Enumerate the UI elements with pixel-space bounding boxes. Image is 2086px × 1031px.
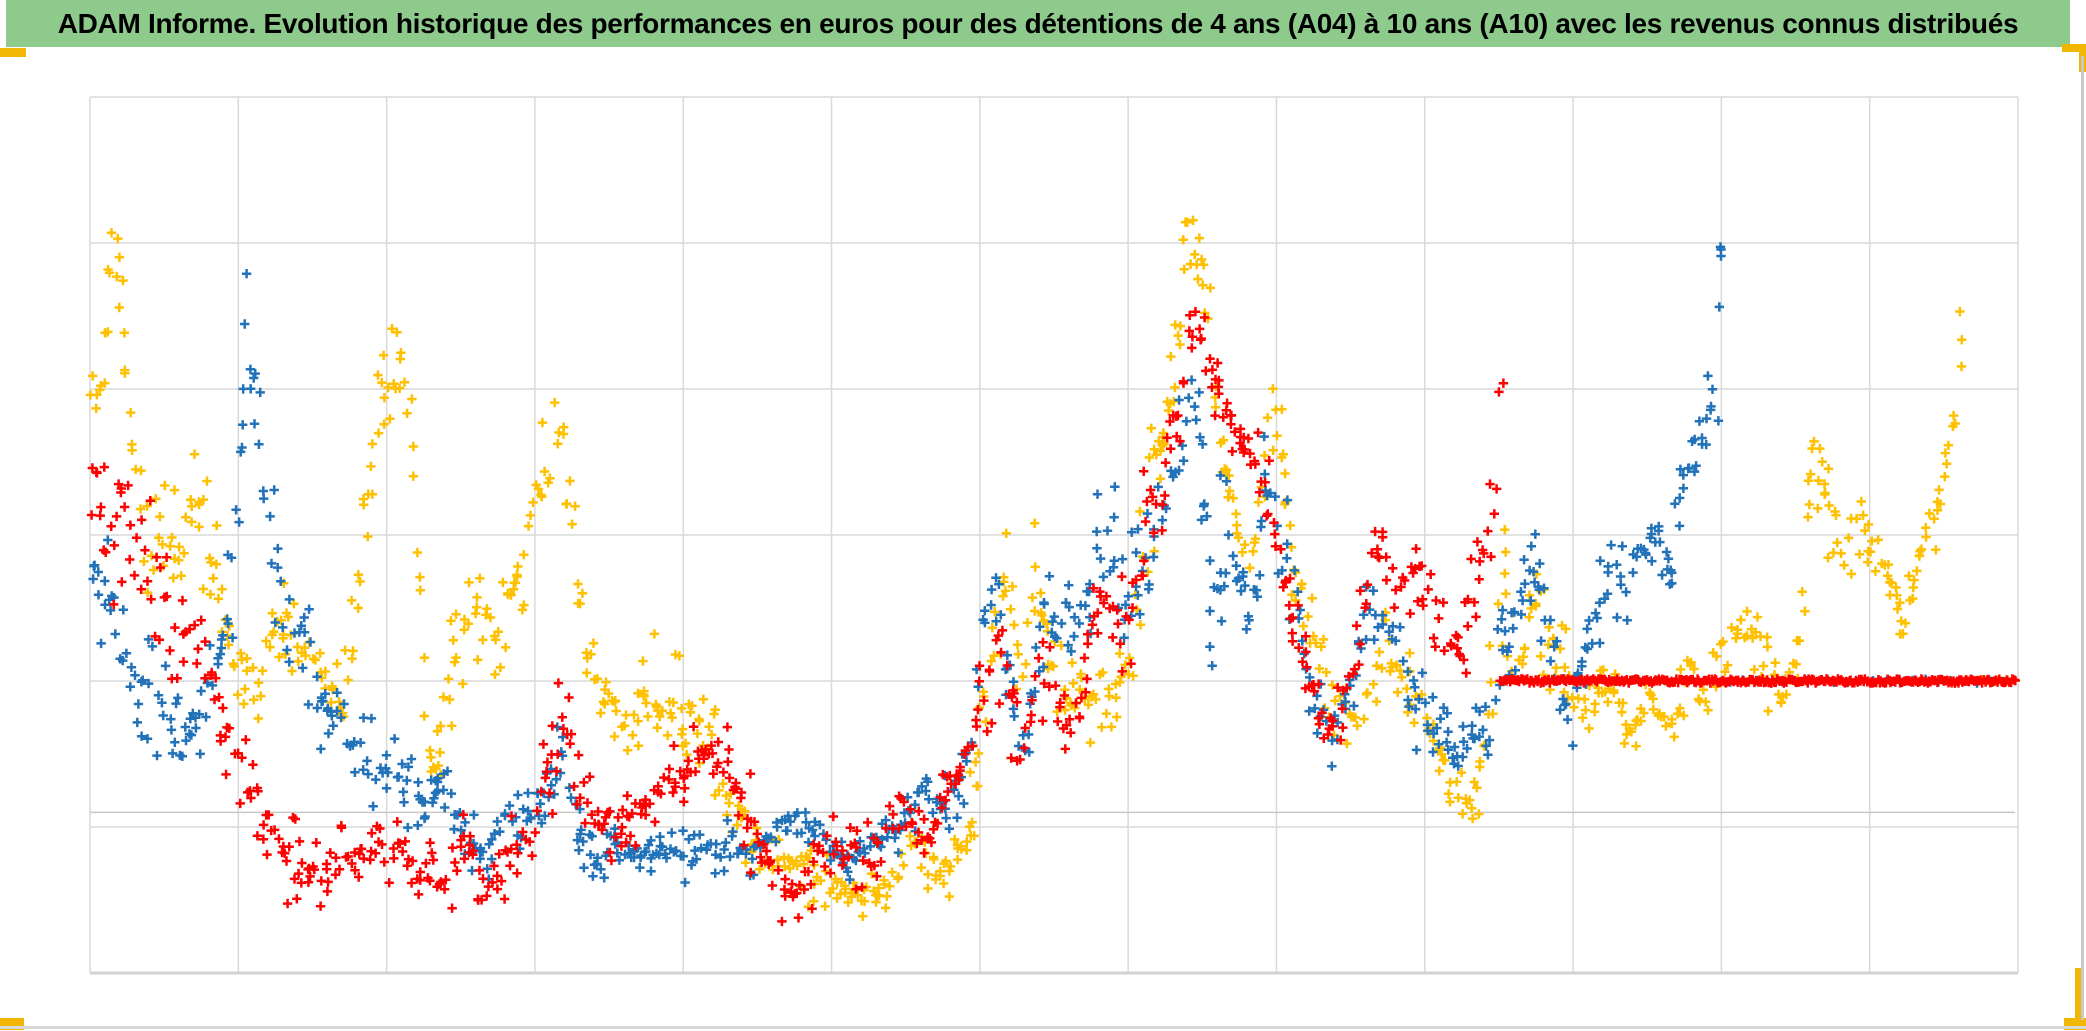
chart-title: ADAM Informe. Evolution historique des p…: [57, 7, 2019, 39]
performance-scatter-chart: [85, 96, 2020, 975]
series-gold-markers: [85, 215, 2011, 921]
window-bottom-edge: [0, 1026, 2086, 1029]
chart-object[interactable]: [0, 47, 2086, 1007]
selection-accent-top-right: [2062, 44, 2086, 52]
title-bar[interactable]: ADAM Informe. Evolution historique des p…: [6, 0, 2070, 47]
window-right-edge: [2081, 56, 2084, 1020]
selection-accent-top-left: [0, 48, 26, 57]
series-blue-markers: [88, 242, 2008, 888]
series-red-markers: [86, 307, 2020, 927]
selection-accent-bottom-right-bar: [2075, 968, 2082, 1020]
